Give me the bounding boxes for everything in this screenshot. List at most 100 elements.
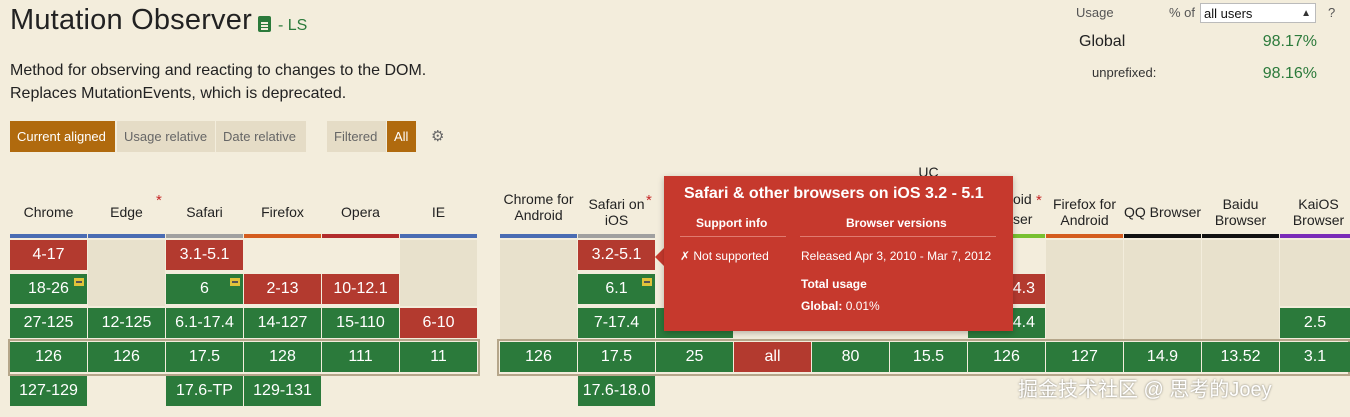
cell-firefox-129-131[interactable]: 129-131 [244, 376, 321, 406]
note-asterisk-android[interactable]: * [1036, 192, 1042, 209]
cell-opera-10-12.1[interactable]: 10-12.1 [322, 274, 399, 304]
cell-safari-6.1-17.4[interactable]: 6.1-17.4 [166, 308, 243, 338]
empty-cell [88, 240, 165, 306]
cell-opera-15-110[interactable]: 15-110 [322, 308, 399, 338]
empty-cell [1202, 240, 1279, 340]
prefix-flag-icon [642, 278, 652, 286]
cell-opera-mini-25[interactable]: 25 [656, 342, 733, 372]
cell-safari-ios-7-17.4[interactable]: 7-17.4 [578, 308, 655, 338]
unprefixed-label: unprefixed: [1092, 65, 1157, 80]
all-button[interactable]: All [387, 121, 416, 152]
header-android-partial[interactable]: oid [1013, 191, 1032, 207]
usage-label: Usage [1076, 5, 1114, 20]
cell-safari-ios-3.2-5.1[interactable]: 3.2-5.1 [578, 240, 655, 270]
cell-safari-17.5[interactable]: 17.5 [166, 342, 243, 372]
global-usage-label: Global [1079, 33, 1126, 50]
cell-edge-12-125[interactable]: 12-125 [88, 308, 165, 338]
header-ie[interactable]: IE [431, 204, 446, 220]
header-bar-edge [88, 234, 165, 238]
tooltip-global-usage: Global: 0.01% [801, 299, 880, 313]
cell-qq-14.9[interactable]: 14.9 [1124, 342, 1201, 372]
header-qq[interactable]: QQ Browser [1124, 204, 1202, 220]
prefix-flag-icon [74, 278, 84, 286]
cell-opera-111[interactable]: 111 [322, 342, 399, 372]
cell-chrome-18-26[interactable]: 18-26 [10, 274, 87, 304]
usage-relative-button[interactable]: Usage relative [117, 121, 215, 152]
header-kaios[interactable]: KaiOS Browser [1292, 196, 1345, 228]
header-baidu[interactable]: Baidu Browser [1214, 196, 1267, 228]
cell-chrome-4-17[interactable]: 4-17 [10, 240, 87, 270]
cell-safari-ios-6.1[interactable]: 6.1 [578, 274, 655, 304]
cell-baidu-13.52[interactable]: 13.52 [1202, 342, 1279, 372]
header-android-partial-2[interactable]: ser [1013, 211, 1033, 227]
cell-safari-3.1-5.1[interactable]: 3.1-5.1 [166, 240, 243, 270]
cell-uc-15.5[interactable]: 15.5 [890, 342, 967, 372]
date-relative-button[interactable]: Date relative [216, 121, 306, 152]
header-bar-ie [400, 234, 477, 238]
tooltip-arrow [655, 248, 664, 266]
cell-80[interactable]: 80 [812, 342, 889, 372]
cell-firefox-2-13[interactable]: 2-13 [244, 274, 321, 304]
tooltip-global-label: Global: [801, 299, 843, 313]
cell-kaios-3.1[interactable]: 3.1 [1280, 342, 1350, 372]
header-bar-opera [322, 234, 399, 238]
cell-safari-ios-17.5[interactable]: 17.5 [578, 342, 655, 372]
help-link[interactable]: ? [1328, 5, 1336, 20]
empty-cell [1046, 240, 1123, 340]
header-safari-ios[interactable]: Safari on iOS [588, 196, 645, 228]
percent-of-label: % of [1169, 5, 1196, 20]
cell-firefox-14-127[interactable]: 14-127 [244, 308, 321, 338]
global-usage-value: 98.17% [1262, 33, 1317, 50]
cell-kaios-2.5[interactable]: 2.5 [1280, 308, 1350, 338]
header-safari[interactable]: Safari [186, 204, 223, 220]
tooltip-global-value: 0.01% [845, 299, 880, 313]
tooltip-versions-header: Browser versions [846, 216, 947, 230]
header-bar-firefox [244, 234, 321, 238]
cell-safari-17.6-tp[interactable]: 17.6-TP [166, 376, 243, 406]
cell-chrome-android-126[interactable]: 126 [500, 342, 577, 372]
header-bar-chrome [10, 234, 87, 238]
cell-edge-126[interactable]: 126 [88, 342, 165, 372]
cell-ie-11[interactable]: 11 [400, 342, 477, 372]
cell-safari-6[interactable]: 6 [166, 274, 243, 304]
cell-chrome-126[interactable]: 126 [10, 342, 87, 372]
filtered-button[interactable]: Filtered [327, 121, 386, 152]
cell-opera-mini-all[interactable]: all [734, 342, 811, 372]
spec-status[interactable]: - LS [278, 17, 308, 34]
document-icon[interactable] [258, 16, 271, 32]
header-bar-safari-ios [578, 234, 655, 238]
empty-cell [500, 240, 577, 340]
current-aligned-button[interactable]: Current aligned [10, 121, 115, 152]
prefix-flag-icon [230, 278, 240, 286]
support-tooltip: Safari & other browsers on iOS 3.2 - 5.1… [664, 176, 1013, 331]
description-line-2: Replaces MutationEvents, which is deprec… [10, 85, 347, 102]
header-firefox[interactable]: Firefox [261, 204, 304, 220]
usage-scope-select[interactable]: all users ▲ [1200, 3, 1316, 23]
header-opera[interactable]: Opera [341, 204, 380, 220]
empty-cell [400, 240, 477, 306]
description-line-1: Method for observing and reacting to cha… [10, 62, 427, 79]
header-edge[interactable]: Edge [110, 204, 143, 220]
cell-label: 6.1 [605, 280, 628, 297]
cell-firefox-android-127[interactable]: 127 [1046, 342, 1123, 372]
cell-safari-ios-17.6-18.0[interactable]: 17.6-18.0 [578, 376, 655, 406]
empty-cell [1280, 240, 1350, 306]
note-asterisk-ios[interactable]: * [646, 192, 652, 209]
gear-icon[interactable]: ⚙ [431, 128, 445, 145]
cell-firefox-128[interactable]: 128 [244, 342, 321, 372]
tooltip-total-usage-label: Total usage [801, 277, 867, 291]
header-bar-qq [1124, 234, 1201, 238]
header-chrome[interactable]: Chrome [23, 204, 74, 220]
usage-scope-value: all users [1204, 6, 1253, 21]
cell-chrome-127-129[interactable]: 127-129 [10, 376, 87, 406]
header-firefox-android[interactable]: Firefox for Android [1052, 196, 1116, 228]
tooltip-divider [680, 236, 786, 237]
header-bar-kaios [1280, 234, 1350, 238]
empty-cell [1124, 240, 1201, 340]
cell-chrome-27-125[interactable]: 27-125 [10, 308, 87, 338]
cell-ie-6-10[interactable]: 6-10 [400, 308, 477, 338]
page-title: Mutation Observer [10, 4, 252, 36]
note-asterisk[interactable]: * [156, 192, 162, 209]
cell-android-126[interactable]: 126 [968, 342, 1045, 372]
header-chrome-android[interactable]: Chrome for Android [503, 191, 574, 223]
